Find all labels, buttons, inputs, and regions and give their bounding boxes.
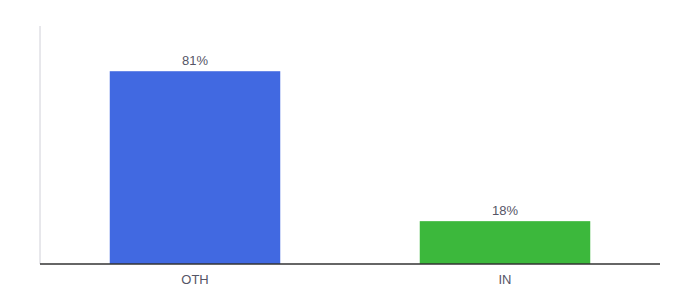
x-tick-label: OTH	[181, 272, 208, 287]
y-axis-line	[40, 26, 41, 264]
bar	[420, 221, 591, 264]
chart-container: 81% 18% OTH IN	[0, 0, 680, 300]
data-label: 18%	[492, 203, 518, 218]
x-axis-line	[40, 263, 660, 265]
bars	[110, 71, 591, 264]
x-tick-label: IN	[499, 272, 512, 287]
bar	[110, 71, 281, 264]
data-label: 81%	[182, 53, 208, 68]
data-labels: 81% 18%	[182, 53, 518, 218]
chart: 81% 18% OTH IN	[0, 0, 680, 300]
